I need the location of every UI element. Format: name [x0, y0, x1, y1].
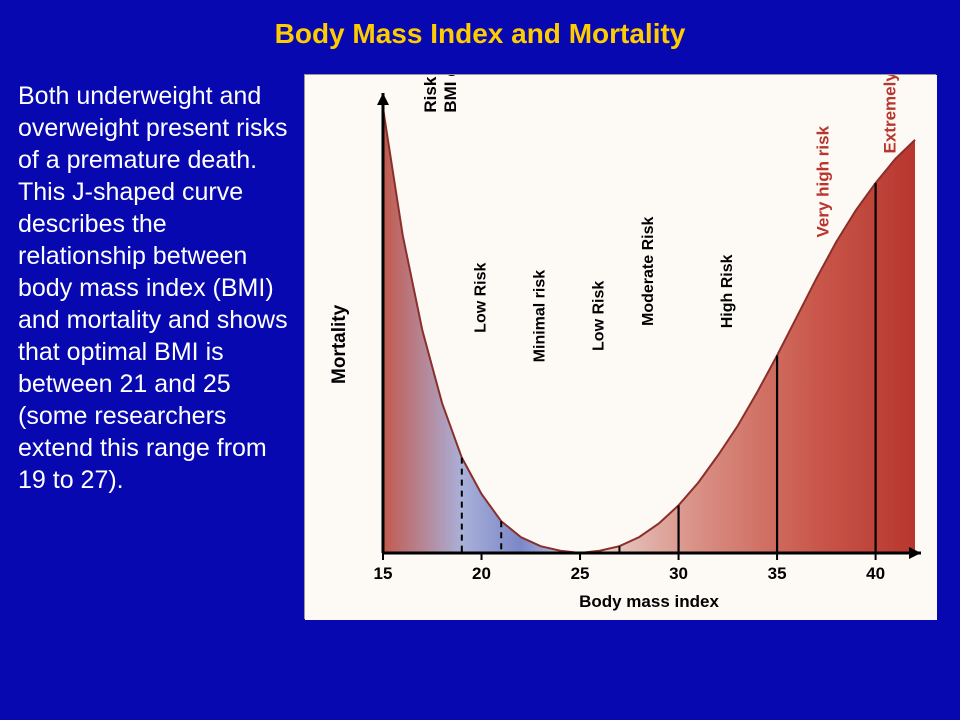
- risk-label: Extremely high risk: [880, 75, 899, 153]
- chart-svg: 15 20 25 30 35 40 Body mass index Mortality Risk…: [305, 75, 937, 620]
- risk-label: Moderate Risk: [640, 217, 657, 326]
- risk-label: Risk increases as: [421, 75, 440, 113]
- svg-text:Mortality: Mortality: [329, 304, 350, 384]
- description-paragraph: Both underweight and overweight present …: [18, 74, 298, 496]
- risk-label: BMI declines: [441, 75, 460, 113]
- risk-label: High Risk: [719, 254, 736, 328]
- svg-text:25: 25: [571, 564, 590, 583]
- content-row: Both underweight and overweight present …: [0, 50, 960, 619]
- svg-text:35: 35: [768, 564, 787, 583]
- svg-text:20: 20: [472, 564, 491, 583]
- svg-text:15: 15: [374, 564, 393, 583]
- risk-label: Very high risk: [813, 125, 832, 237]
- svg-text:Body mass index: Body mass index: [579, 592, 719, 611]
- svg-text:40: 40: [866, 564, 885, 583]
- bmi-mortality-chart: 15 20 25 30 35 40 Body mass index Mortality Risk…: [304, 74, 936, 619]
- risk-label: Low Risk: [472, 262, 489, 332]
- slide-title: Body Mass Index and Mortality: [0, 0, 960, 50]
- risk-label: Minimal risk: [532, 270, 549, 363]
- risk-label: Low Risk: [591, 281, 608, 351]
- svg-text:30: 30: [669, 564, 688, 583]
